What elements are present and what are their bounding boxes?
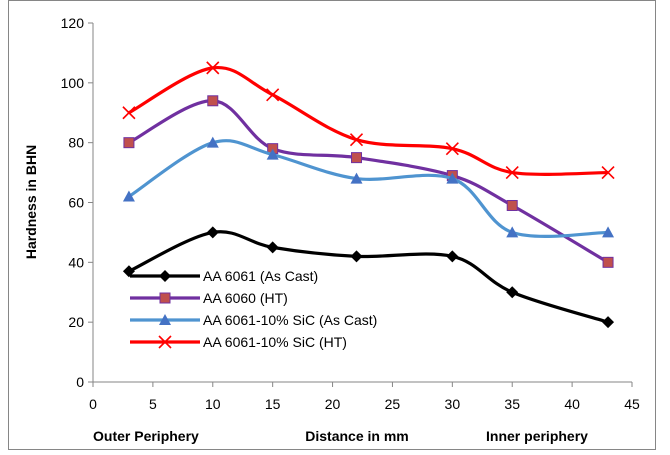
- series-layer: [122, 61, 615, 329]
- x-tick-label: 25: [385, 396, 401, 412]
- series-1: [122, 226, 615, 329]
- legend-item: AA 6061-10% SiC (HT): [130, 334, 347, 350]
- x-axis-title: Distance in mm: [305, 428, 408, 444]
- data-point: [266, 148, 279, 160]
- x-tick-label: 10: [205, 396, 221, 412]
- data-point: [602, 226, 615, 238]
- data-point: [123, 137, 135, 149]
- x-tick-label: 30: [445, 396, 461, 412]
- y-axis-title: Hardness in BHN: [23, 145, 39, 259]
- legend-label: AA 6061-10% SiC (HT): [203, 334, 347, 350]
- legend-label: AA 6061-10% SiC (As Cast): [203, 312, 377, 328]
- legend-item: AA 6060 (HT): [130, 290, 288, 306]
- data-point: [506, 199, 518, 211]
- data-point: [207, 95, 219, 107]
- data-point: [505, 166, 519, 180]
- legend-marker: [158, 335, 172, 349]
- data-point: [350, 250, 363, 263]
- data-point: [602, 316, 615, 329]
- x-axis-ticks: 0 5 10 15 20 25 30 35 40 45: [89, 382, 640, 412]
- data-point: [602, 256, 614, 268]
- y-axis-ticks: 0 20 40 60 80 100 120: [61, 15, 93, 390]
- y-tick-label: 80: [68, 135, 84, 151]
- legend-item: AA 6061 (As Cast): [130, 268, 318, 284]
- data-point: [206, 61, 220, 75]
- data-point: [446, 250, 459, 263]
- series-3: [122, 136, 615, 238]
- data-point: [445, 142, 459, 156]
- legend-item: AA 6061-10% SiC (As Cast): [130, 312, 377, 328]
- y-tick-label: 40: [68, 254, 84, 270]
- x-annotation-outer: Outer Periphery: [93, 428, 199, 444]
- x-tick-label: 15: [265, 396, 281, 412]
- data-point: [506, 226, 519, 238]
- x-annotation-inner: Inner periphery: [486, 428, 588, 444]
- data-point: [122, 106, 136, 120]
- x-tick-label: 0: [89, 396, 97, 412]
- y-tick-label: 0: [76, 374, 84, 390]
- series-2: [123, 95, 614, 268]
- legend-marker: [159, 270, 171, 282]
- legend-marker: [159, 292, 171, 304]
- x-tick-label: 5: [149, 396, 157, 412]
- data-point: [351, 152, 363, 164]
- data-point: [266, 88, 280, 102]
- x-tick-label: 20: [325, 396, 341, 412]
- legend-label: AA 6060 (HT): [203, 290, 288, 306]
- data-point: [206, 226, 219, 239]
- series-line: [128, 230, 609, 324]
- y-tick-label: 20: [68, 314, 84, 330]
- legend-label: AA 6061 (As Cast): [203, 268, 318, 284]
- data-point: [122, 190, 135, 202]
- data-point: [122, 265, 135, 278]
- y-tick-label: 120: [61, 15, 85, 31]
- data-point: [266, 241, 279, 254]
- data-point: [446, 172, 459, 184]
- data-point: [206, 136, 219, 148]
- y-tick-label: 60: [68, 195, 84, 211]
- data-point: [350, 172, 363, 184]
- data-point: [601, 166, 615, 180]
- series-line: [128, 139, 609, 238]
- data-point: [506, 286, 519, 299]
- series-line: [128, 99, 609, 264]
- x-tick-label: 40: [564, 396, 580, 412]
- x-tick-label: 35: [504, 396, 520, 412]
- legend-marker: [159, 314, 171, 325]
- legend: AA 6061 (As Cast) AA 6060 (HT) AA 6061-10%…: [130, 268, 377, 350]
- data-point: [349, 133, 364, 147]
- series-4: [122, 61, 615, 180]
- x-tick-label: 45: [624, 396, 640, 412]
- y-tick-label: 100: [61, 75, 85, 91]
